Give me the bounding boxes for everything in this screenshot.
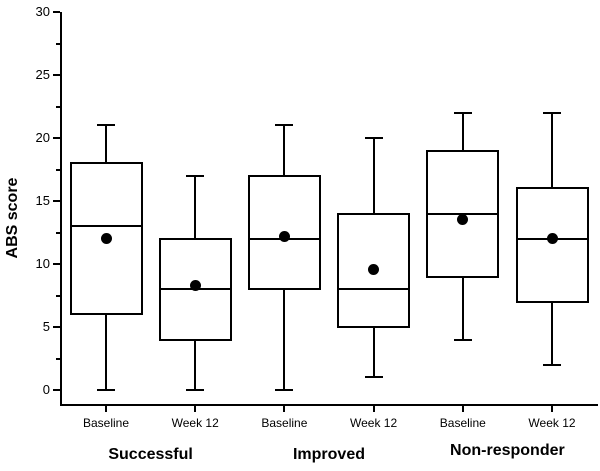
y-major-tick <box>53 200 60 202</box>
lower-whisker-cap <box>97 389 115 391</box>
upper-whisker <box>551 112 553 189</box>
lower-whisker-cap <box>186 389 205 391</box>
median-line <box>337 288 411 291</box>
lower-whisker-cap <box>543 363 561 366</box>
y-axis <box>60 12 62 404</box>
x-tick-label: Baseline <box>439 416 486 430</box>
mean-dot <box>189 279 201 291</box>
lower-whisker <box>283 289 286 390</box>
y-minor-tick <box>56 231 60 234</box>
lower-whisker-cap <box>364 376 383 379</box>
x-tick-label: Week 12 <box>171 416 219 430</box>
x-axis <box>60 404 598 406</box>
mean-dot <box>546 233 558 245</box>
box-iqr <box>515 187 589 303</box>
lower-whisker <box>551 301 553 365</box>
upper-whisker-cap <box>453 111 472 114</box>
y-minor-tick <box>56 105 60 108</box>
upper-whisker <box>283 125 286 176</box>
y-major-tick <box>53 137 60 139</box>
x-tick <box>194 406 197 412</box>
lower-whisker <box>105 314 107 390</box>
median-line <box>426 212 500 215</box>
y-axis-title: ABS score <box>4 177 21 259</box>
lower-whisker-cap <box>453 338 472 341</box>
x-tick <box>551 406 553 412</box>
upper-whisker-cap <box>543 111 561 114</box>
y-tick-label: 0 <box>42 382 50 397</box>
x-tick-label: Week 12 <box>350 416 398 430</box>
group-label: Successful <box>108 446 193 463</box>
y-tick-label: 15 <box>35 193 50 208</box>
group-label: Improved <box>292 446 365 463</box>
x-tick-label: Baseline <box>261 416 308 430</box>
y-major-tick <box>53 389 60 391</box>
x-tick <box>283 406 286 412</box>
y-major-tick <box>53 11 60 13</box>
y-major-tick <box>53 74 60 76</box>
upper-whisker-cap <box>275 124 294 127</box>
box-iqr <box>247 174 321 291</box>
upper-whisker <box>461 112 464 151</box>
lower-whisker-cap <box>275 389 294 391</box>
x-tick-label: Week 12 <box>528 416 576 430</box>
upper-whisker <box>372 138 375 214</box>
y-tick-label: 20 <box>35 130 50 145</box>
y-minor-tick <box>56 168 60 171</box>
y-major-tick <box>53 326 60 328</box>
upper-whisker <box>194 175 197 239</box>
upper-whisker-cap <box>97 124 115 127</box>
x-tick-label: Baseline <box>82 416 130 430</box>
lower-whisker <box>461 276 464 340</box>
y-tick-label: 5 <box>42 319 50 334</box>
mean-dot <box>457 214 469 226</box>
upper-whisker <box>105 125 107 164</box>
x-tick <box>372 406 375 412</box>
y-minor-tick <box>56 357 60 360</box>
group-label: Non-responder <box>450 442 565 459</box>
mean-dot <box>368 263 380 275</box>
y-minor-tick <box>56 294 60 297</box>
y-minor-tick <box>56 42 60 45</box>
lower-whisker <box>372 327 375 378</box>
x-tick <box>461 406 464 412</box>
y-major-tick <box>53 263 60 265</box>
upper-whisker-cap <box>364 137 383 139</box>
lower-whisker <box>194 339 197 390</box>
y-tick-label: 10 <box>35 256 50 271</box>
median-line <box>69 225 143 228</box>
upper-whisker-cap <box>186 174 205 177</box>
y-tick-label: 30 <box>35 4 50 19</box>
mean-dot <box>278 230 290 242</box>
mean-dot <box>100 233 112 245</box>
x-tick <box>105 406 107 412</box>
y-tick-label: 25 <box>35 67 50 82</box>
